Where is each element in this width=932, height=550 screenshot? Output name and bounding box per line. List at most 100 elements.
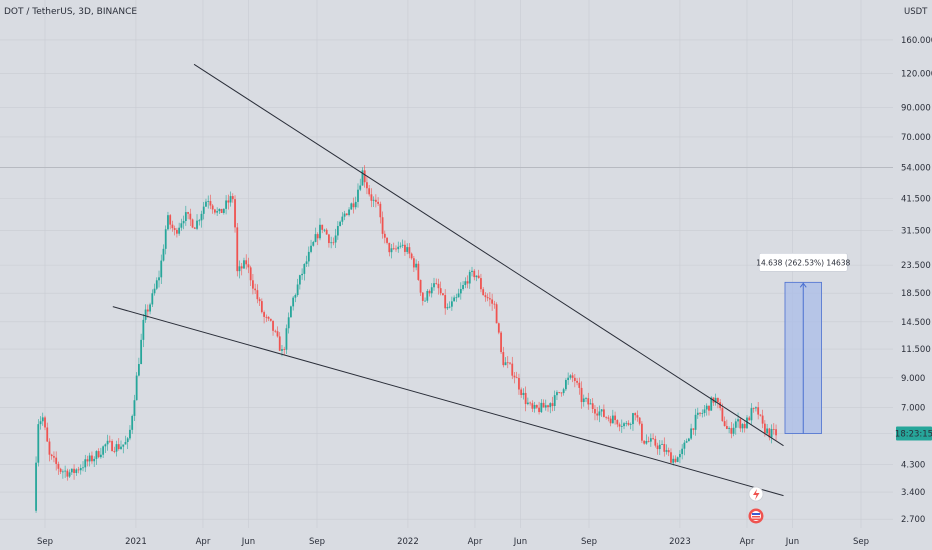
candle-body — [442, 293, 444, 296]
candle-body — [739, 419, 742, 429]
y-tick-label: 18.500 — [901, 289, 931, 299]
candle-body — [522, 392, 525, 395]
candle-body — [91, 455, 93, 462]
candle-body — [553, 395, 556, 407]
candle-body — [126, 438, 129, 443]
candle-body — [252, 280, 254, 289]
candle-body — [741, 424, 744, 429]
candle-body — [743, 424, 746, 429]
candle-body — [701, 413, 704, 414]
candle-body — [468, 271, 471, 284]
candle-body — [249, 267, 252, 281]
candle-body — [227, 200, 230, 203]
candle-body — [542, 402, 545, 408]
candle-body — [493, 303, 496, 305]
candle-body — [616, 420, 619, 425]
x-tick-label: Sep — [581, 537, 597, 547]
candle-body — [430, 287, 433, 294]
candle-body — [410, 253, 413, 259]
candle-body — [211, 205, 214, 210]
lower-trendline[interactable] — [112, 306, 784, 497]
candle-body — [171, 224, 174, 229]
candle-body — [225, 200, 227, 209]
candle-body — [772, 428, 775, 430]
candle-body — [401, 244, 404, 246]
candle-body — [725, 426, 728, 429]
candle-body — [618, 424, 621, 427]
candle-body — [674, 458, 677, 462]
candle-body — [383, 233, 386, 238]
candle-body — [580, 387, 583, 403]
y-tick-label: 7.000 — [901, 403, 925, 413]
candle-body — [357, 189, 359, 202]
y-tick-label: 120.000 — [901, 70, 932, 80]
candle-body — [623, 423, 625, 427]
trendlines[interactable] — [112, 63, 784, 497]
y-tick-label: 4.300 — [901, 461, 925, 471]
candle-body — [354, 201, 357, 208]
candle-body — [477, 275, 480, 279]
candle-body — [457, 293, 460, 298]
candle-body — [328, 234, 330, 244]
candle-body — [737, 419, 739, 422]
candle-body — [176, 229, 178, 234]
candle-body — [692, 428, 695, 430]
candle-body — [582, 398, 585, 403]
x-axis[interactable]: Sep 2021 Apr Jun Sep 2022 Apr Jun Sep 2023 Apr Jun S… — [37, 537, 869, 547]
candle-body — [641, 423, 643, 441]
candle-body — [388, 242, 391, 253]
candle-body — [488, 298, 491, 300]
candle-body — [243, 260, 245, 269]
x-tick-label: Jun — [785, 537, 799, 547]
candle-body — [491, 299, 494, 304]
candle-body — [158, 277, 160, 281]
candle-body — [699, 412, 701, 414]
candle-body — [728, 428, 730, 429]
candle-body — [428, 290, 431, 294]
candle-body — [603, 409, 605, 417]
candle-body — [605, 416, 608, 418]
lightning-icon[interactable] — [748, 486, 764, 502]
candle-body — [480, 278, 482, 290]
candle-body — [450, 301, 453, 307]
candle-body — [312, 241, 315, 246]
candle-body — [247, 264, 250, 268]
y-tick-label: 3.400 — [901, 488, 925, 498]
candle-body — [609, 418, 612, 424]
candle-body — [46, 427, 49, 442]
candle-body — [392, 248, 395, 250]
candle-body — [703, 409, 706, 414]
x-tick-label: 2023 — [669, 537, 691, 547]
x-tick-label: Jun — [513, 537, 527, 547]
candle-body — [285, 328, 288, 350]
candle-body — [39, 421, 42, 425]
upper-trendline[interactable] — [193, 63, 784, 447]
candle-body — [209, 201, 212, 206]
candle-body — [149, 304, 151, 312]
candle-body — [538, 407, 540, 413]
candle-body — [310, 245, 312, 252]
candle-body — [529, 402, 532, 404]
candle-body — [518, 377, 520, 390]
candle-body — [562, 389, 565, 394]
candle-body — [676, 457, 679, 462]
candle-body — [70, 468, 73, 473]
candle-body — [169, 215, 172, 225]
candle-body — [549, 403, 552, 408]
candle-body — [504, 362, 507, 366]
candle-body — [352, 203, 355, 208]
candle-body — [343, 213, 346, 217]
candle-body — [502, 352, 505, 366]
candle-body — [734, 421, 737, 428]
measure-tool[interactable]: 14.638 (262.53%) 14638 — [756, 253, 851, 434]
candle-body — [205, 201, 207, 207]
candle-body — [573, 377, 576, 381]
flag-calendar-icon[interactable] — [748, 508, 764, 524]
candle-body — [658, 444, 661, 450]
candle-body — [229, 196, 232, 203]
candle-body — [55, 457, 58, 464]
candle-body — [558, 392, 561, 393]
candle-body — [325, 229, 328, 235]
